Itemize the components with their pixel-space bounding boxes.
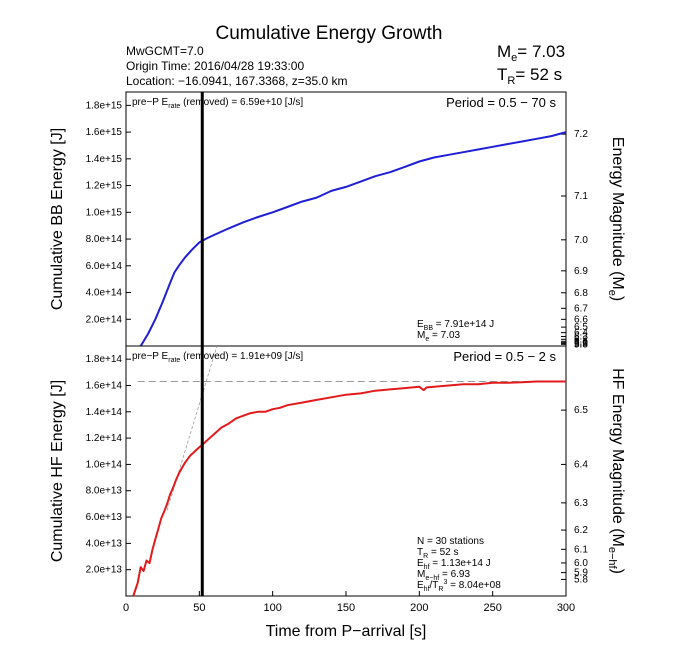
y-tick-label: 8.0e+13 [86, 486, 123, 497]
pre-p-rate: pre−P Erate (removed) = 6.59e+10 [J/s] [132, 97, 303, 110]
series-line-broadband [139, 131, 567, 347]
origin-time: Origin Time: 2016/04/28 19:33:00 [126, 59, 304, 73]
y-tick-label: 1.8e+14 [86, 354, 123, 365]
right-tick-label: 6.3 [574, 332, 588, 343]
right-tick-label: 5.8 [574, 574, 588, 585]
x-tick-label: 0 [123, 602, 129, 614]
y-axis-label: Cumulative BB Energy [J] [49, 128, 66, 310]
stat-line: EBB = 7.91e+14 J [417, 319, 494, 332]
chart-title: Cumulative Energy Growth [215, 23, 442, 44]
right-tick-label: 6.0 [574, 338, 588, 349]
y-tick-label: 1.6e+14 [86, 380, 123, 391]
series-line-high-frequency [132, 380, 566, 597]
y-tick-label: 8.0e+14 [86, 234, 123, 245]
x-tick-label: 100 [263, 602, 281, 614]
event-magnitude: MwGCMT=7.0 [126, 44, 204, 58]
right-tick-label: 6.4 [574, 328, 588, 339]
plot-frame [125, 91, 567, 347]
right-tick-label: 6.8 [574, 288, 588, 299]
period-label: Period = 0.5 − 2 s [453, 349, 556, 364]
right-tick-label: 5.8 [574, 339, 588, 350]
stat-line: Me−hf = 6.93 [417, 569, 470, 582]
y-tick-label: 4.0e+14 [86, 288, 123, 299]
summary-tr: TR= 52 s [497, 65, 562, 87]
x-tick-label: 50 [193, 602, 205, 614]
y-tick-label: 1.6e+15 [86, 127, 123, 138]
right-tick-label: 7.0 [574, 235, 588, 246]
y-tick-label: 1.0e+14 [86, 459, 123, 470]
right-tick-label: 5.9 [574, 339, 588, 350]
x-tick-label: 300 [557, 602, 575, 614]
stat-line: Ehf = 1.13e+14 J [417, 558, 491, 571]
right-tick-label: 6.1 [574, 544, 588, 555]
stat-line: Ehf/TR3 = 8.04e+08 [417, 579, 501, 593]
x-tick-label: 150 [337, 602, 355, 614]
right-tick-label: 6.1 [574, 336, 588, 347]
y-tick-label: 6.0e+14 [86, 261, 123, 272]
x-tick-label: 250 [483, 602, 501, 614]
right-tick-label: 6.7 [574, 303, 588, 314]
right-tick-label: 6.6 [574, 314, 588, 325]
y-tick-label: 4.0e+13 [86, 538, 123, 549]
panel-high-frequency: 2.0e+13 4.0e+13 6.0e+13 8.0e+13 1.0e+14 1.2e+… [49, 345, 626, 597]
y-tick-label: 6.0e+13 [86, 512, 123, 523]
right-tick-label: 6.5 [574, 405, 588, 416]
panel-broadband: 2.0e+14 4.0e+14 6.0e+14 8.0e+14 1.0e+15 1.2e+… [49, 91, 626, 350]
x-axis-label: Time from P−arrival [s] [266, 623, 427, 640]
right-tick-label: 6.4 [574, 459, 588, 470]
y-tick-label: 1.0e+15 [86, 207, 123, 218]
right-tick-label: 6.9 [574, 266, 588, 277]
right-tick-label: 5.9 [574, 568, 588, 579]
pre-p-rate: pre−P Erate (removed) = 1.91e+09 [J/s] [132, 351, 303, 364]
period-label: Period = 0.5 − 70 s [446, 95, 556, 110]
right-tick-label: 6.2 [574, 334, 588, 345]
right-tick-label: 6.3 [574, 498, 588, 509]
y-tick-label: 1.8e+15 [86, 100, 123, 111]
y-tick-label: 1.2e+14 [86, 433, 123, 444]
y-tick-label: 2.0e+13 [86, 565, 123, 576]
y-tick-label: 2.0e+14 [86, 314, 123, 325]
y-tick-label: 1.4e+15 [86, 154, 123, 165]
right-tick-label: 6.5 [574, 322, 588, 333]
stat-line: N = 30 stations [417, 536, 484, 547]
stat-line: Me = 7.03 [417, 330, 461, 343]
right-tick-label: 6.2 [574, 525, 588, 536]
right-tick-label: 7.2 [574, 129, 588, 140]
right-tick-label: 7.1 [574, 191, 588, 202]
right-tick-label: 6.0 [574, 558, 588, 569]
y-tick-label: 1.4e+14 [86, 407, 123, 418]
event-location: Location: −16.0941, 167.3368, z=35.0 km [126, 74, 348, 88]
y-tick-label: 1.2e+15 [86, 181, 123, 192]
tangent-line [166, 345, 218, 511]
summary-me: Me= 7.03 [497, 42, 565, 64]
stat-line: TR = 52 s [417, 547, 458, 560]
x-tick-label: 200 [410, 602, 428, 614]
y-axis-label: Cumulative HF Energy [J] [49, 380, 66, 562]
right-axis-label: HF Energy Magnitude (Me−hf) [606, 368, 626, 574]
right-axis-label: Energy Magnitude (Me) [606, 137, 626, 301]
